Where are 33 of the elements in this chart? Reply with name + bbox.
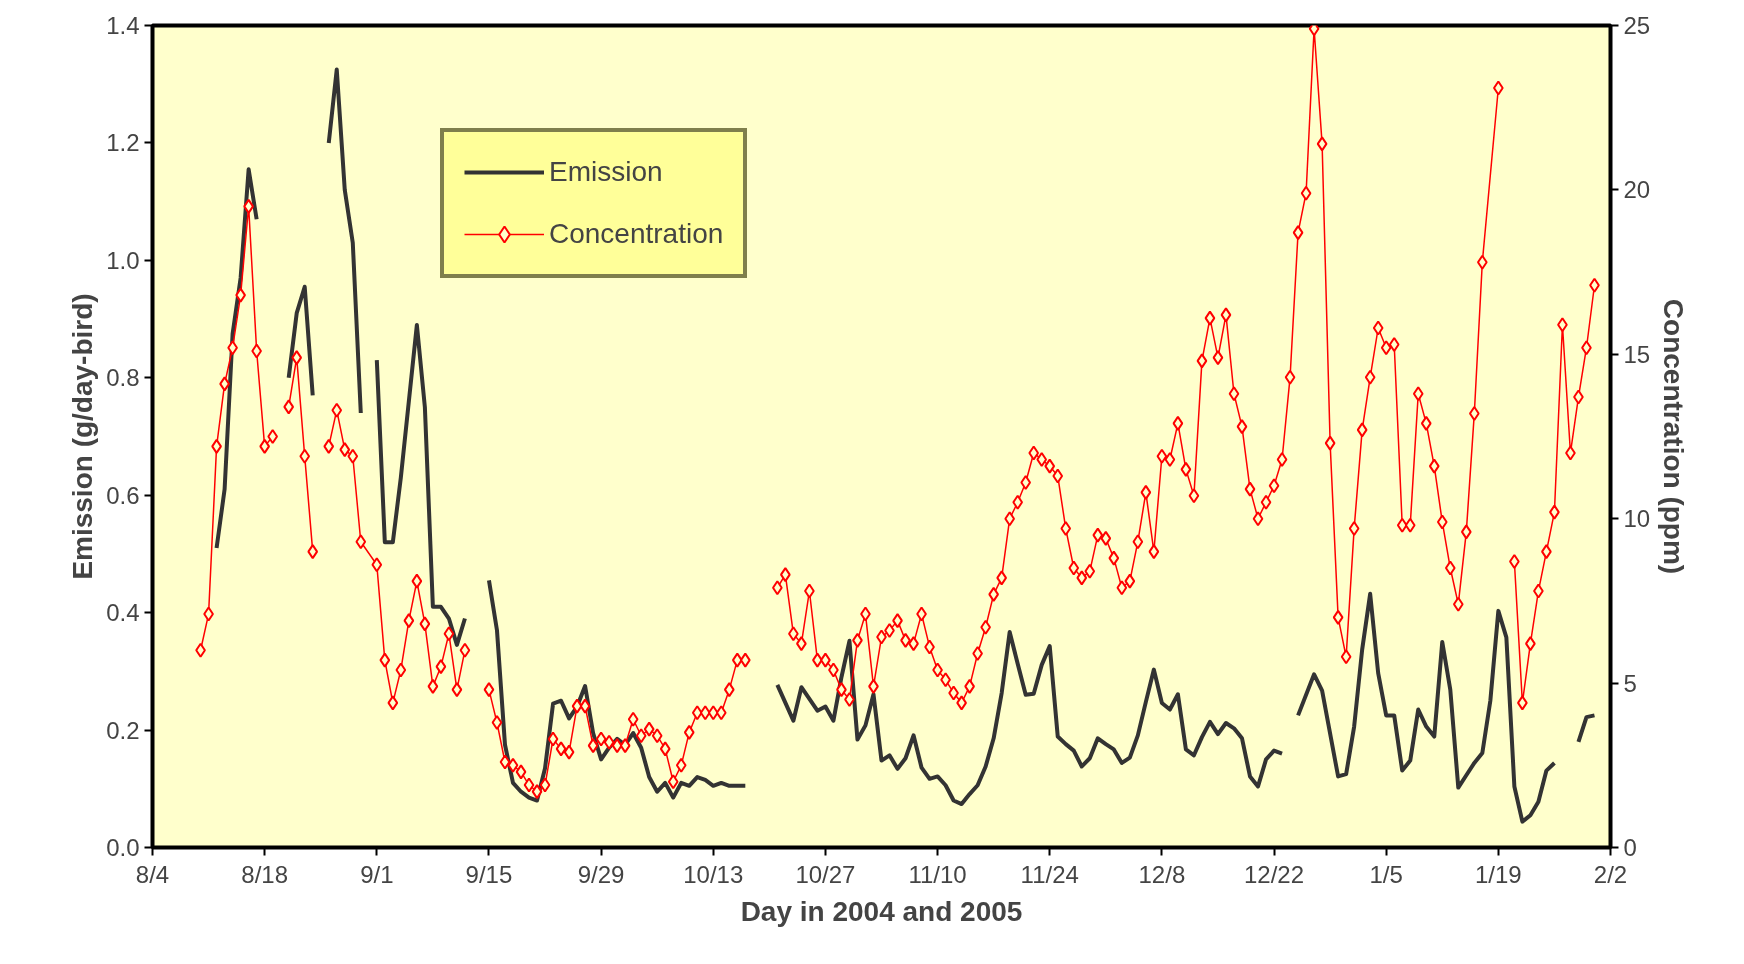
- x-tick-label: 9/1: [360, 860, 394, 888]
- x-tick-label: 12/8: [1138, 860, 1186, 888]
- y2-tick-label: 25: [1623, 12, 1651, 39]
- y2-tick-label: 15: [1623, 340, 1651, 368]
- x-tick-label: 8/18: [241, 860, 289, 888]
- y-axis-title: Emission (g/day-bird): [67, 293, 99, 580]
- y-tick-label: 1.2: [106, 129, 140, 157]
- x-tick-label: 8/4: [135, 860, 170, 888]
- x-tick-label: 11/10: [908, 860, 967, 888]
- y-tick-label: 1.0: [106, 246, 140, 274]
- y2-tick-label: 5: [1623, 669, 1637, 697]
- x-tick-label: 11/24: [1020, 860, 1079, 888]
- y2-tick-label: 20: [1623, 176, 1651, 204]
- x-tick-label: 9/15: [465, 860, 513, 888]
- x-tick-label: 10/13: [683, 860, 744, 888]
- x-tick-label: 9/29: [577, 860, 625, 888]
- x-tick-label: 1/19: [1474, 860, 1522, 888]
- y2-tick-label: 10: [1623, 505, 1651, 533]
- y-tick-label: 0.6: [106, 481, 140, 509]
- y2-tick-label: 0: [1623, 834, 1637, 861]
- x-tick-label: 1/5: [1369, 860, 1403, 888]
- legend-label: Concentration: [549, 218, 724, 250]
- x-tick-label: 12/22: [1244, 860, 1305, 888]
- x-tick-label: 2/2: [1593, 860, 1628, 888]
- y2-axis-title: Concentration (ppm): [1658, 298, 1690, 575]
- x-tick-label: 10/27: [795, 860, 856, 888]
- y-tick-label: 0.4: [106, 599, 140, 627]
- x-axis-title: Day in 2004 and 2005: [740, 895, 1023, 927]
- y-tick-label: 0.0: [106, 834, 140, 861]
- y-tick-label: 0.2: [106, 716, 140, 744]
- y-tick-label: 0.8: [106, 364, 140, 392]
- legend-label: Emission: [549, 156, 663, 188]
- y-tick-label: 1.4: [106, 12, 140, 39]
